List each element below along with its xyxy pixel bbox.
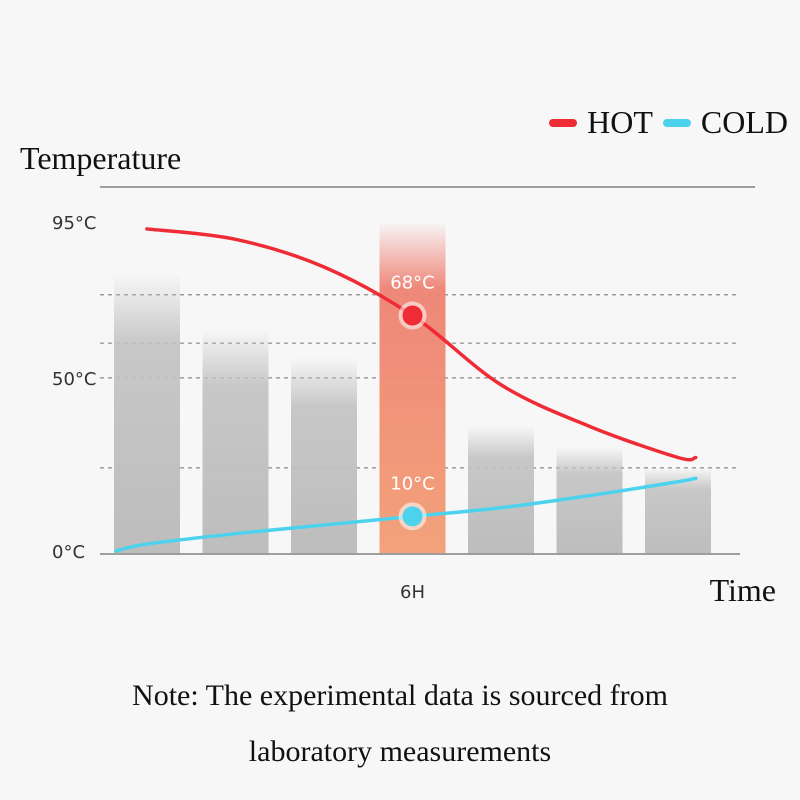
axis-ticks: 95°C 50°C 0°C 6H <box>52 213 425 603</box>
legend-swatch-hot <box>549 118 578 127</box>
y-axis-title: Temperature <box>20 140 182 176</box>
annotations: 68°C 10°C <box>390 273 435 531</box>
bar <box>468 426 534 554</box>
series-line-hot <box>145 227 698 462</box>
legend: HOT COLD <box>549 104 788 141</box>
x-tick-label: 6H <box>400 582 425 603</box>
y-tick-label: 0°C <box>52 542 85 563</box>
bar <box>202 329 269 554</box>
legend-label-hot: HOT <box>587 104 653 140</box>
callout-label-hot: 68°C <box>390 273 434 294</box>
y-tick-label: 95°C <box>52 213 96 234</box>
footnote-line-1: Note: The experimental data is sourced f… <box>132 679 668 712</box>
legend-label-cold: COLD <box>700 104 788 140</box>
bar <box>114 273 180 554</box>
y-tick-label: 50°C <box>52 369 96 390</box>
legend-item-hot: HOT <box>549 104 653 141</box>
bar <box>556 447 623 554</box>
legend-swatch-cold <box>662 118 691 127</box>
footnote-line-2: laboratory measurements <box>248 735 552 768</box>
footnote: Note: The experimental data is sourced f… <box>0 668 800 780</box>
x-axis-title: Time <box>709 572 776 608</box>
callout-label-cold: 10°C <box>390 473 434 494</box>
marker-point-cold <box>402 506 423 527</box>
highlight-bar <box>379 222 446 554</box>
legend-item-cold: COLD <box>662 104 788 141</box>
marker-point-hot <box>402 305 423 326</box>
